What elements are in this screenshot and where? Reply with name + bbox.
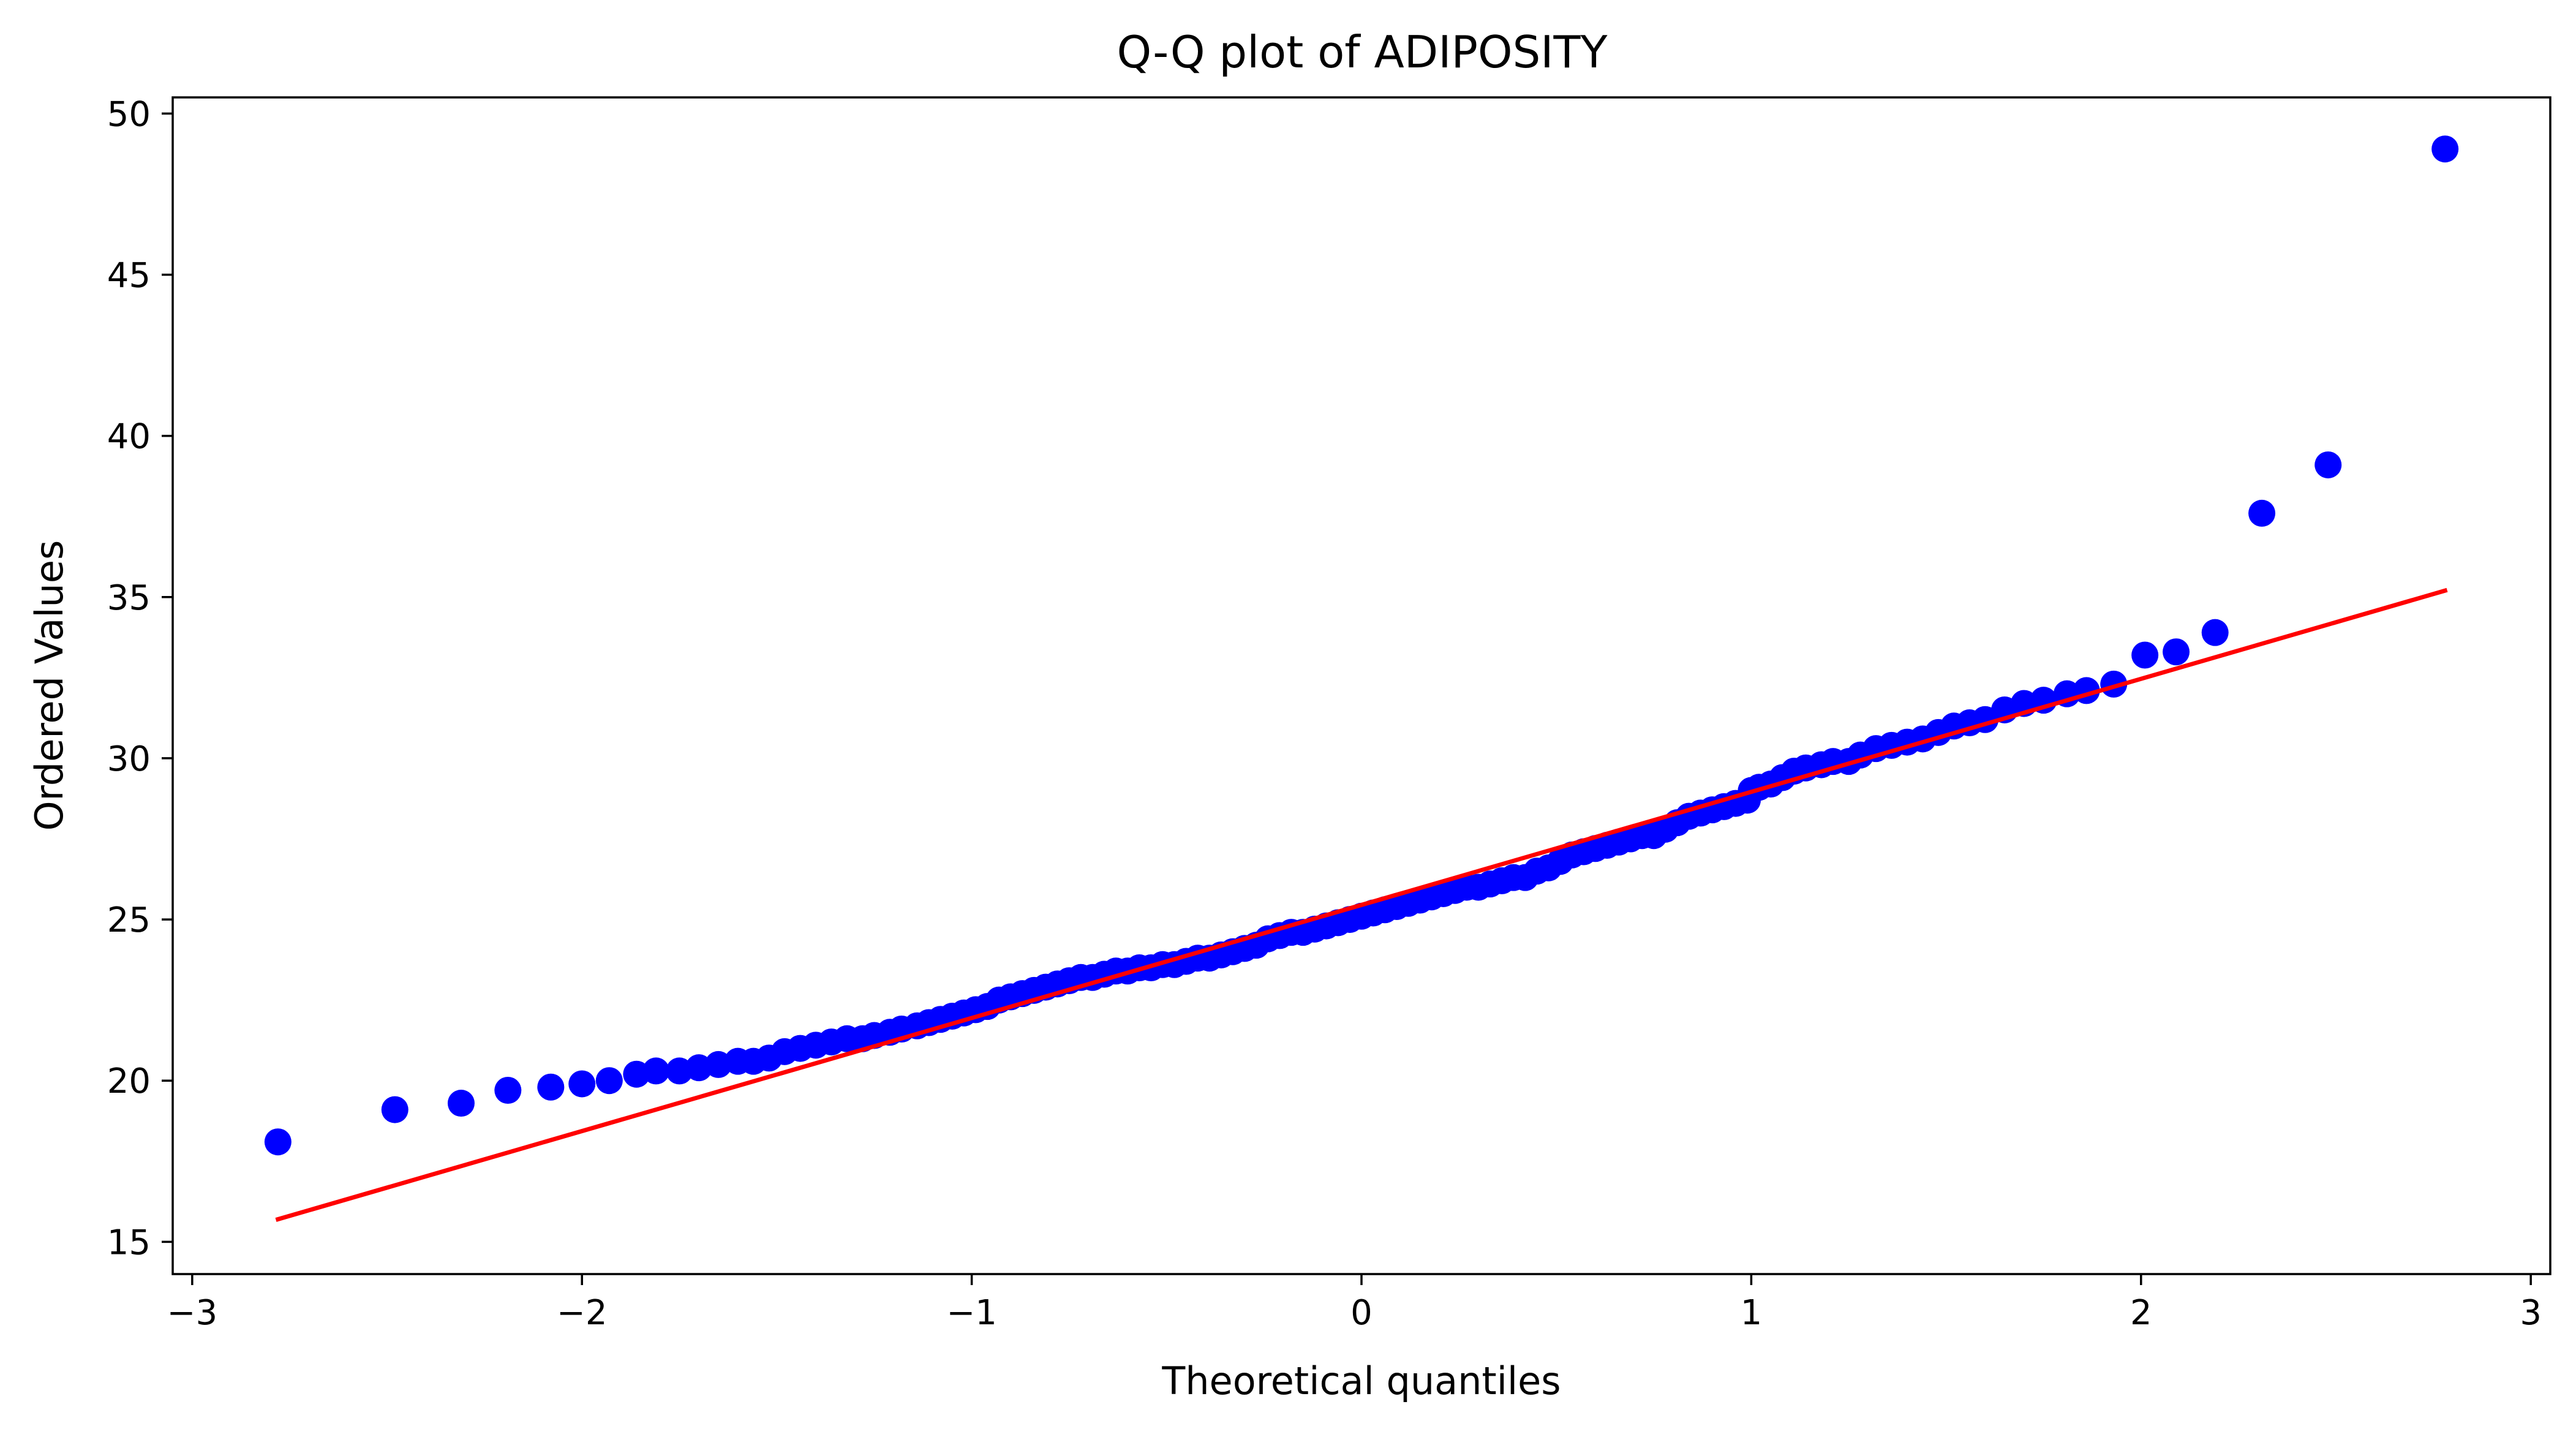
y-tick-label: 20 bbox=[107, 1062, 151, 1101]
data-point bbox=[2248, 499, 2276, 527]
y-tick-label: 25 bbox=[107, 900, 151, 940]
data-point bbox=[537, 1073, 565, 1101]
x-tick-label: 1 bbox=[1741, 1293, 1763, 1333]
y-tick-label: 50 bbox=[107, 94, 151, 134]
chart-title: Q-Q plot of ADIPOSITY bbox=[1117, 26, 1608, 78]
y-tick-label: 15 bbox=[107, 1223, 151, 1262]
x-tick-label: −2 bbox=[557, 1293, 608, 1333]
fit-line-layer bbox=[275, 587, 2448, 1222]
x-axis-label: Theoretical quantiles bbox=[1161, 1359, 1561, 1403]
plot-area-frame bbox=[171, 96, 2552, 1275]
data-point bbox=[568, 1070, 596, 1098]
x-tick-label: 3 bbox=[2520, 1293, 2542, 1333]
y-tick-label: 30 bbox=[107, 739, 151, 779]
x-tick-label: −3 bbox=[167, 1293, 218, 1333]
y-tick-label: 35 bbox=[107, 578, 151, 618]
data-point bbox=[2163, 638, 2190, 666]
y-tick-label: 40 bbox=[107, 417, 151, 457]
data-point bbox=[381, 1096, 409, 1123]
y-axis-label: Ordered Values bbox=[27, 540, 72, 831]
x-tick-label: 0 bbox=[1350, 1293, 1373, 1333]
x-tick-label: 2 bbox=[2130, 1293, 2152, 1333]
data-point bbox=[494, 1077, 522, 1104]
fit-line bbox=[275, 587, 2448, 1222]
data-point bbox=[595, 1067, 623, 1095]
data-point bbox=[447, 1090, 475, 1117]
data-point bbox=[2314, 451, 2342, 478]
data-point bbox=[264, 1128, 292, 1156]
data-point bbox=[642, 1057, 670, 1085]
y-tick-label: 45 bbox=[107, 255, 151, 295]
x-axis-ticks: −3 −2 −1 0 1 2 3 bbox=[167, 1274, 2542, 1333]
y-axis-ticks: 15 20 25 30 35 40 45 50 bbox=[107, 94, 173, 1262]
data-point bbox=[2131, 641, 2159, 669]
x-tick-label: −1 bbox=[946, 1293, 997, 1333]
data-point bbox=[2431, 135, 2459, 163]
data-point bbox=[2201, 619, 2229, 646]
